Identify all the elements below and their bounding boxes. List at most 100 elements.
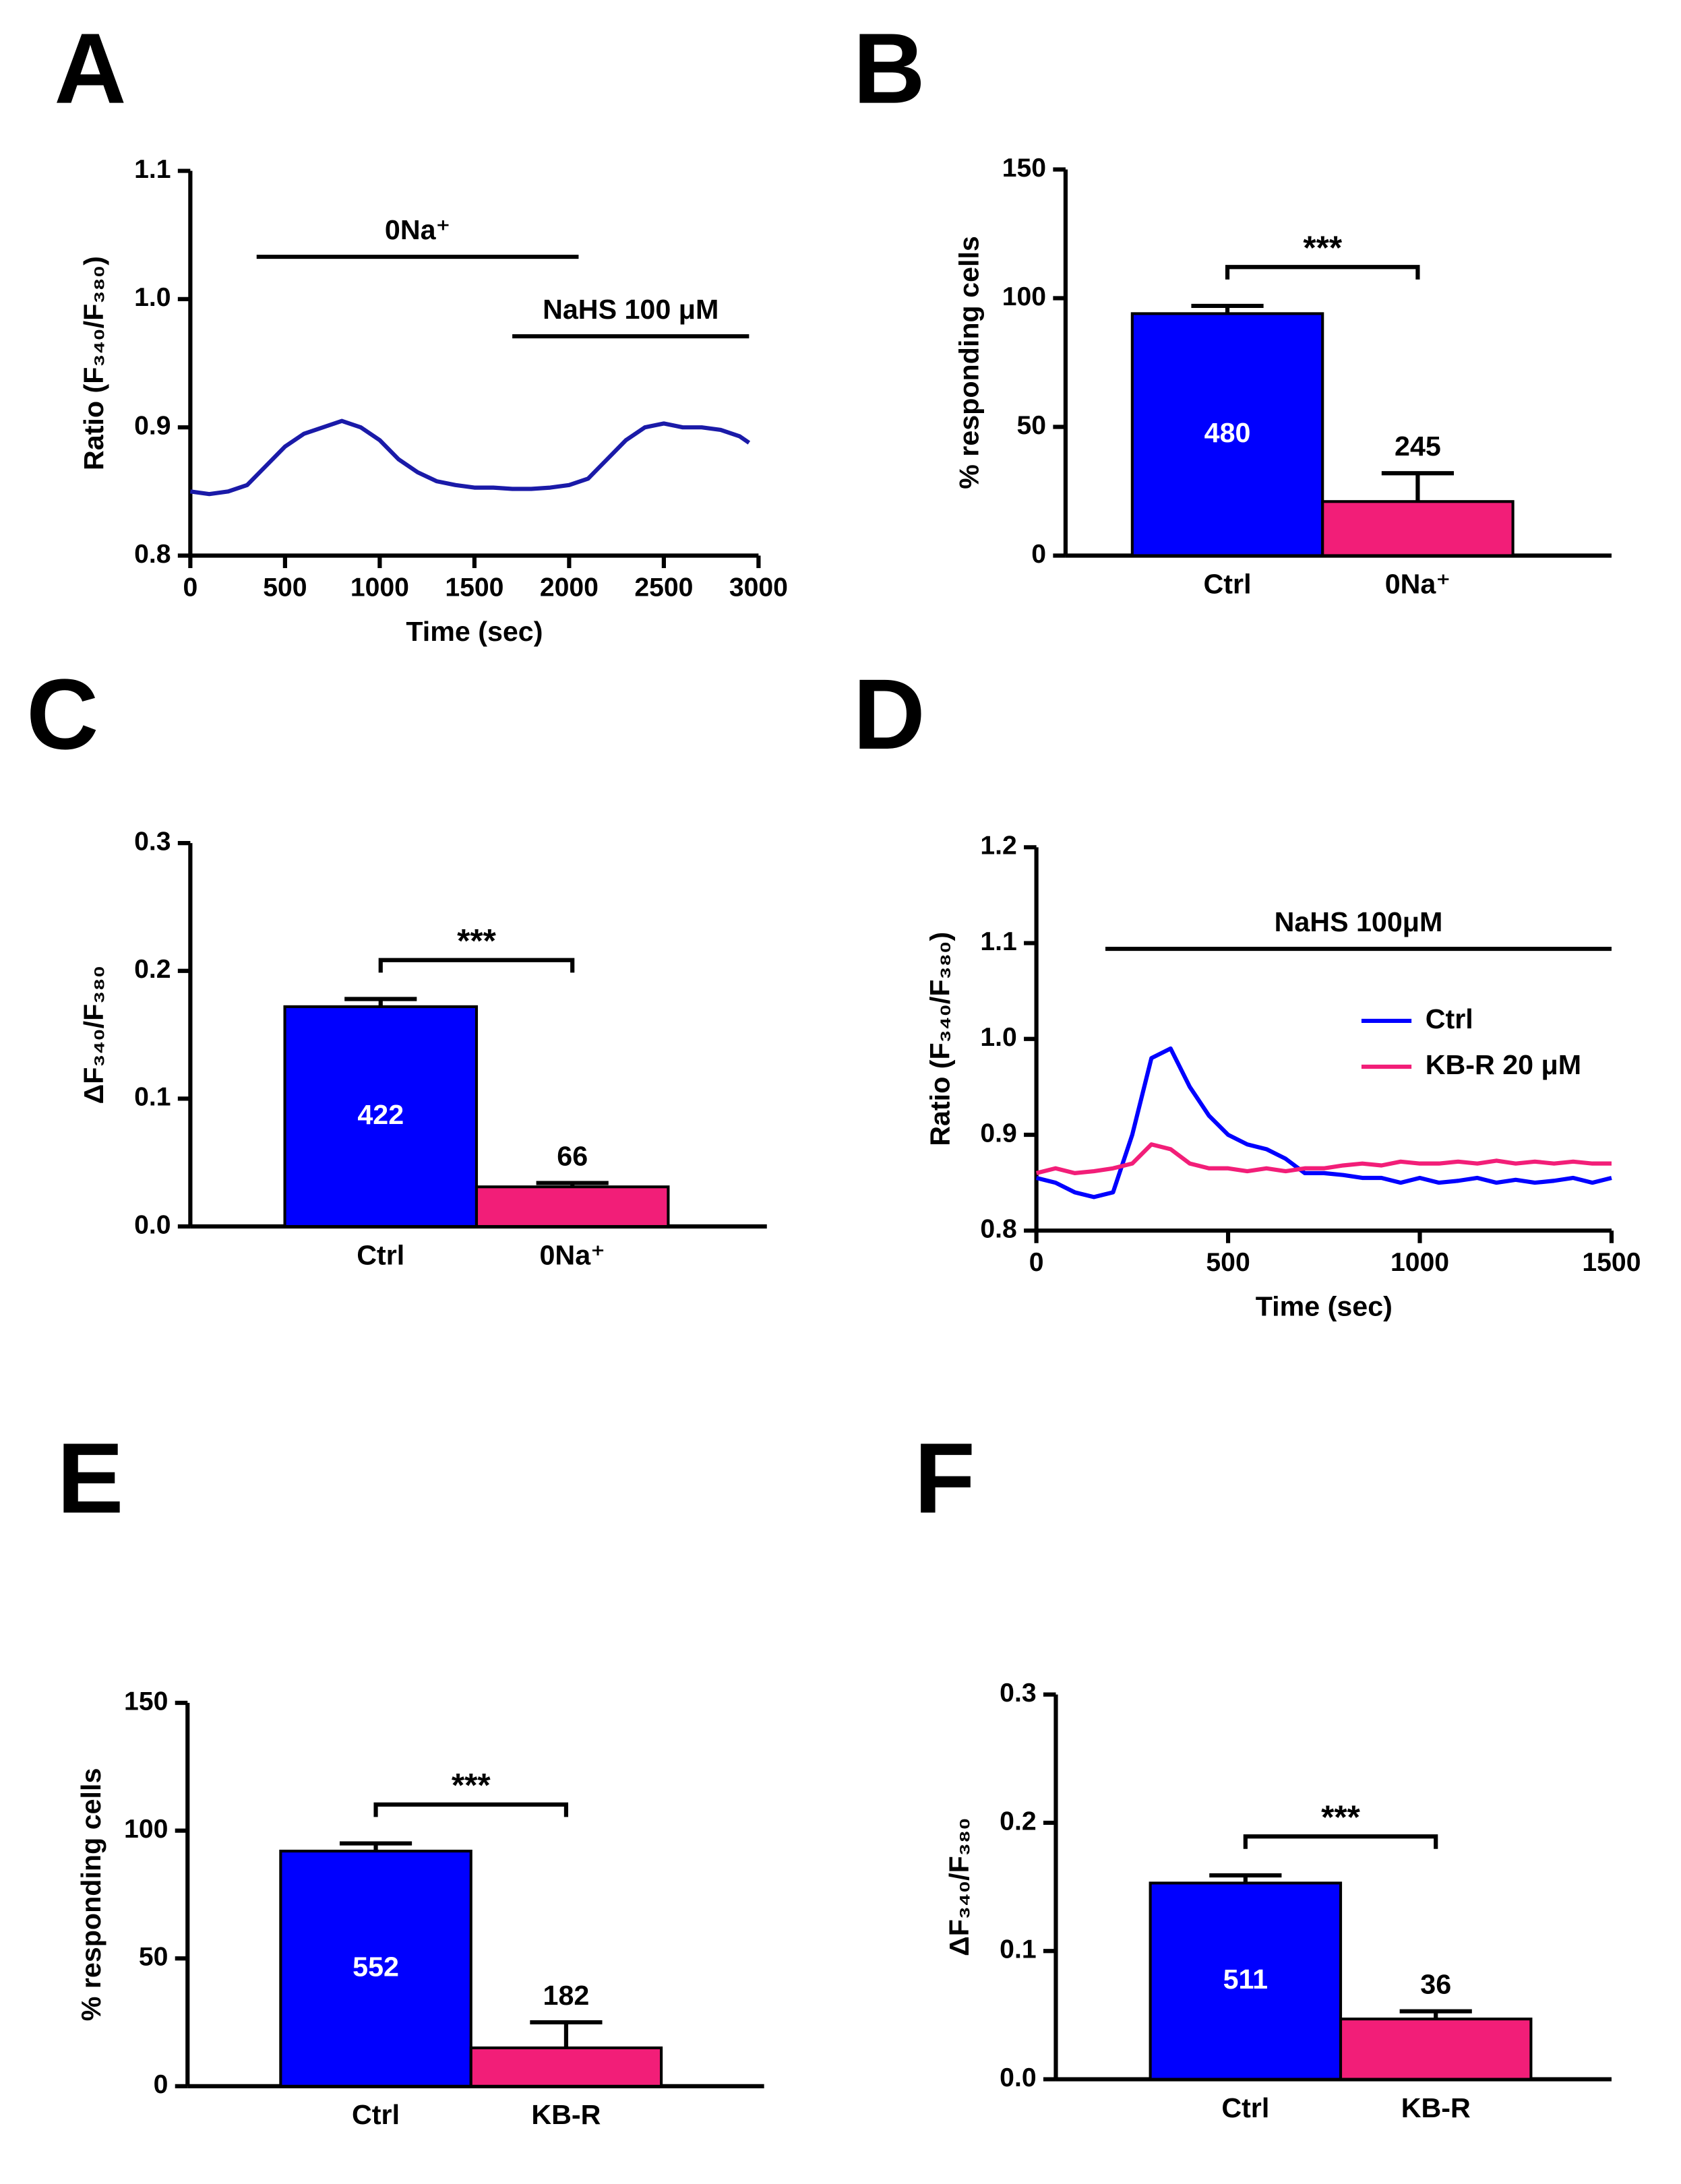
x-axis-title: Time (sec) — [406, 616, 543, 647]
y-axis-title: % responding cells — [954, 236, 985, 489]
error-bar — [530, 2020, 603, 2048]
category-label: KB-R — [1401, 2092, 1471, 2123]
y-tick-label: 0.8 — [134, 540, 171, 569]
category-label: Ctrl — [357, 1239, 404, 1270]
x-tick-label: 500 — [263, 573, 307, 602]
y-tick-label: 0.3 — [134, 827, 171, 856]
x-tick-label: 1000 — [1390, 1248, 1449, 1277]
significance-bracket — [378, 958, 575, 973]
count-label: 182 — [543, 1980, 590, 2011]
error-bar — [1191, 303, 1264, 314]
significance-label: *** — [1321, 1799, 1360, 1836]
x-tick-label: 0 — [183, 573, 197, 602]
y-tick-label: 0.0 — [134, 1210, 171, 1239]
error-bar — [1381, 471, 1455, 502]
y-tick-label: 50 — [1016, 411, 1046, 440]
x-tick-label: 2500 — [634, 573, 693, 602]
y-tick-label: 0 — [154, 2070, 169, 2099]
error-bar — [1209, 1873, 1282, 1883]
y-tick-label: 100 — [124, 1815, 168, 1844]
y-tick-label: 0.1 — [134, 1083, 171, 1112]
bar — [475, 1185, 670, 1228]
y-tick-label: 0.9 — [134, 412, 171, 441]
annotation-text: 0Na⁺ — [385, 214, 450, 245]
category-label: KB-R — [531, 2099, 601, 2130]
bar — [283, 1005, 479, 1228]
count-label: 245 — [1395, 431, 1441, 462]
x-axis-title: Time (sec) — [1256, 1291, 1393, 1322]
legend-label: KB-R 20 μM — [1426, 1049, 1581, 1080]
panel-letter: B — [853, 13, 925, 125]
x-tick-label: 0 — [1029, 1248, 1044, 1277]
bar — [1339, 2018, 1533, 2081]
count-label: 66 — [557, 1140, 588, 1171]
significance-bracket — [1225, 265, 1420, 280]
y-tick-label: 0.9 — [980, 1119, 1016, 1148]
significance-label: *** — [457, 923, 496, 960]
x-tick-label: 2000 — [540, 573, 599, 602]
x-tick-label: 3000 — [729, 573, 788, 602]
significance-bracket — [373, 1802, 569, 1817]
count-label: 511 — [1223, 1964, 1269, 1995]
panel-letter: E — [57, 1423, 123, 1534]
category-label: 0Na⁺ — [1385, 569, 1450, 600]
y-tick-label: 150 — [1002, 154, 1046, 183]
y-tick-label: 100 — [1002, 282, 1046, 311]
y-tick-label: 150 — [124, 1687, 168, 1716]
count-label: 552 — [353, 1951, 399, 1982]
y-tick-label: 1.1 — [980, 927, 1016, 956]
y-tick-label: 1.0 — [134, 283, 171, 312]
y-tick-label: 1.0 — [980, 1023, 1016, 1052]
category-label: Ctrl — [1221, 2092, 1269, 2123]
x-tick-label: 1500 — [1582, 1248, 1641, 1277]
error-bar — [339, 1841, 412, 1851]
trace — [1035, 1142, 1612, 1175]
x-tick-label: 1500 — [445, 573, 503, 602]
y-tick-label: 0.1 — [1000, 1935, 1036, 1964]
category-label: Ctrl — [352, 2099, 400, 2130]
error-bar — [1399, 2009, 1472, 2020]
count-label: 36 — [1420, 1968, 1451, 1999]
y-tick-label: 0.0 — [1000, 2063, 1036, 2092]
y-tick-label: 0.2 — [134, 955, 171, 984]
count-label: 480 — [1204, 417, 1251, 448]
y-axis-title: Ratio (F₃₄₀/F₃₈₀) — [924, 932, 955, 1146]
y-axis-title: ΔF₃₄₀/F₃₈₀ — [78, 966, 109, 1104]
bar — [1321, 500, 1515, 557]
error-bar — [344, 997, 417, 1007]
significance-label: *** — [452, 1767, 491, 1804]
y-axis-title: % responding cells — [75, 1768, 106, 2022]
bar — [279, 1849, 472, 2088]
panel-letter: A — [54, 13, 126, 125]
y-axis-title: ΔF₃₄₀/F₃₈₀ — [944, 1817, 975, 1956]
y-tick-label: 0 — [1031, 540, 1046, 569]
bar — [1130, 312, 1324, 557]
annotation-text: NaHS 100 μM — [543, 294, 719, 325]
bar — [469, 2046, 663, 2088]
y-tick-label: 1.2 — [980, 832, 1016, 861]
y-axis-title: Ratio (F₃₄₀/F₃₈₀) — [78, 256, 109, 470]
y-tick-label: 0.3 — [1000, 1679, 1036, 1708]
annotation-text: NaHS 100μM — [1275, 906, 1443, 937]
y-tick-label: 0.2 — [1000, 1807, 1036, 1836]
legend-label: Ctrl — [1426, 1003, 1473, 1034]
y-tick-label: 0.8 — [980, 1215, 1016, 1244]
category-label: 0Na⁺ — [540, 1239, 605, 1270]
x-tick-label: 500 — [1206, 1248, 1250, 1277]
category-label: Ctrl — [1204, 569, 1252, 600]
count-label: 422 — [357, 1099, 404, 1130]
y-tick-label: 50 — [139, 1943, 169, 1972]
panel-letter: D — [853, 659, 925, 770]
trace — [189, 418, 751, 497]
x-tick-label: 1000 — [350, 573, 409, 602]
y-tick-label: 1.1 — [134, 155, 171, 184]
significance-label: *** — [1303, 230, 1342, 267]
panel-letter: F — [914, 1423, 975, 1534]
error-bar — [536, 1181, 609, 1187]
significance-bracket — [1243, 1834, 1438, 1849]
bar — [1149, 1881, 1343, 2081]
trace — [1035, 1046, 1612, 1199]
panel-letter: C — [26, 659, 98, 770]
